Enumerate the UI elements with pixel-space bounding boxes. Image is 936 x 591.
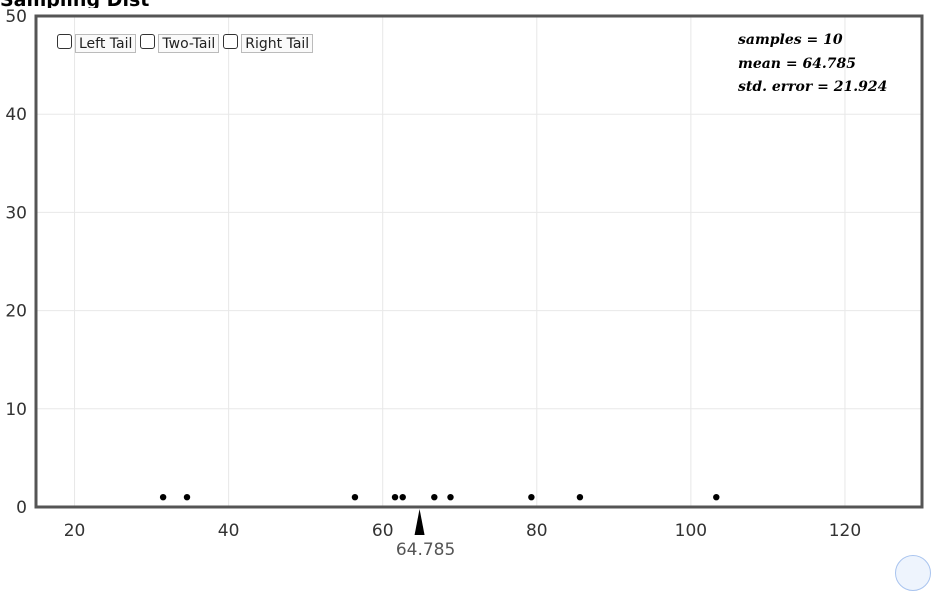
tail-options: Left Tail Two-Tail Right Tail	[57, 30, 317, 53]
data-point	[528, 493, 535, 501]
sampling-distribution-chart: 20 40 60 80 100 120 0 10 20 30 40 50 64.785	[5, 7, 924, 560]
y-axis-ticks: 0 10 20 30 40 50	[5, 7, 27, 518]
x-tick-label: 20	[64, 521, 86, 541]
x-axis-ticks: 20 40 60 80 100 120	[64, 521, 861, 541]
x-tick-label: 100	[675, 521, 707, 541]
x-tick-label: 40	[218, 521, 240, 541]
y-tick-label: 50	[5, 7, 27, 27]
data-point	[159, 493, 167, 501]
data-point	[183, 493, 191, 501]
grid-lines	[36, 15, 922, 508]
help-bubble[interactable]	[895, 555, 931, 591]
x-tick-label: 60	[372, 521, 394, 541]
left-tail-option[interactable]: Left Tail	[57, 30, 137, 53]
two-tail-checkbox[interactable]	[140, 34, 156, 49]
data-points	[159, 493, 720, 501]
data-point	[576, 493, 584, 501]
x-tick-label: 80	[526, 521, 548, 541]
two-tail-option[interactable]: Two-Tail	[140, 30, 220, 53]
right-tail-option[interactable]: Right Tail	[223, 30, 314, 53]
data-point	[447, 493, 454, 501]
mean-marker-label: 64.785	[396, 540, 455, 560]
y-tick-label: 20	[5, 302, 27, 322]
right-tail-label[interactable]: Right Tail	[241, 34, 314, 53]
data-point	[431, 493, 438, 501]
summary-stats: samples = 10 mean = 64.785 std. error = …	[738, 29, 887, 100]
plot-frame	[34, 14, 924, 509]
mean-marker[interactable]	[414, 509, 425, 535]
data-point	[399, 493, 406, 501]
y-tick-label: 0	[16, 498, 27, 518]
left-tail-checkbox[interactable]	[57, 34, 72, 49]
samples-count: samples = 10	[738, 32, 843, 48]
y-tick-label: 40	[5, 105, 27, 125]
two-tail-label[interactable]: Two-Tail	[158, 34, 220, 53]
mean-value: mean = 64.785	[738, 55, 857, 72]
y-tick-label: 30	[5, 203, 27, 223]
right-tail-checkbox[interactable]	[223, 34, 239, 49]
std-error-value: std. error = 21.924	[738, 79, 888, 95]
data-point	[351, 493, 359, 501]
x-tick-label: 120	[829, 521, 861, 541]
data-point	[391, 493, 399, 501]
left-tail-label[interactable]: Left Tail	[75, 34, 137, 53]
y-tick-label: 10	[5, 400, 27, 420]
data-point	[713, 493, 720, 501]
mean-marker-group: 64.785	[396, 509, 455, 560]
chart-title: Sampling Dist	[0, 0, 200, 8]
